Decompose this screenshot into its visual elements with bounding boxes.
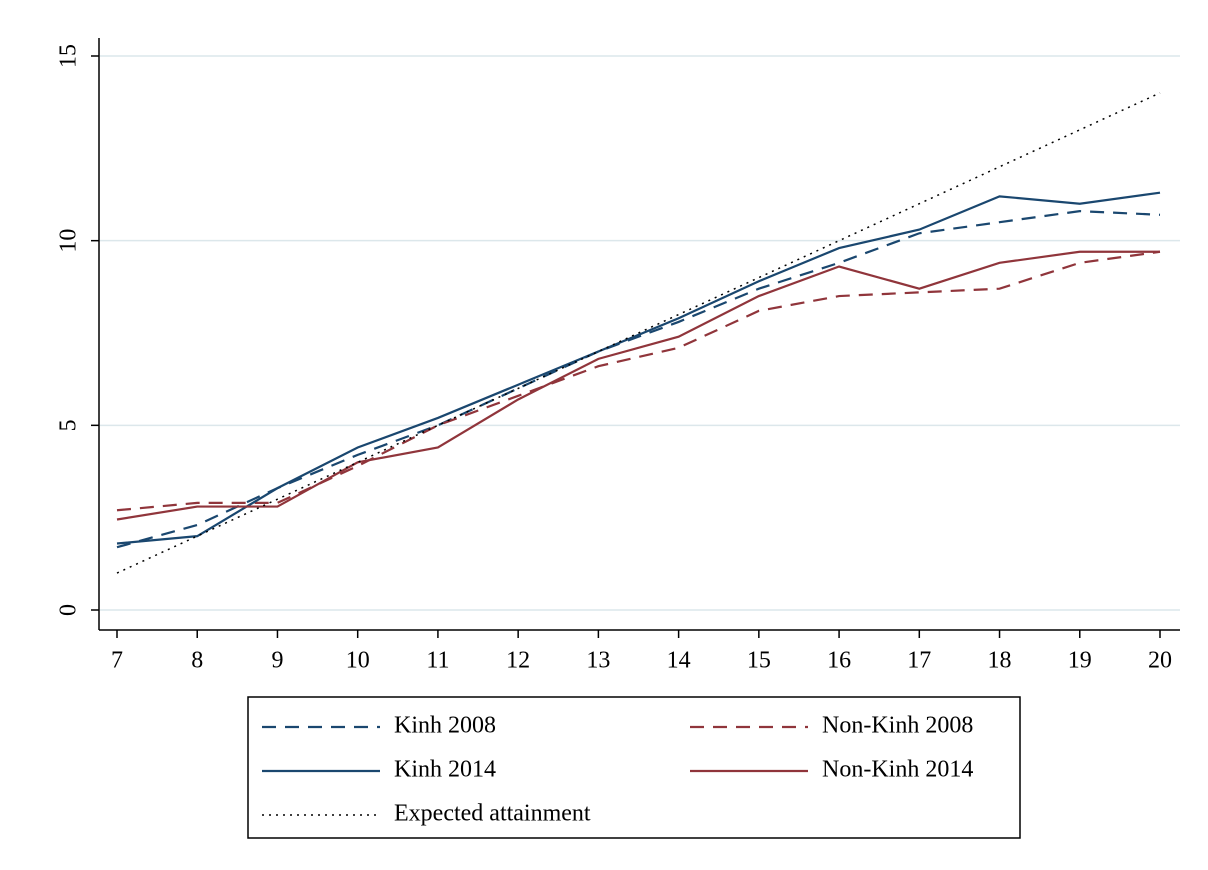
x-tick-label: 13 [586,648,610,674]
legend-label: Expected attainment [394,801,591,827]
series-line [116,92,1161,574]
x-tick-label: 9 [271,648,283,674]
x-tick-label: 16 [827,648,851,674]
x-tick-label: 14 [667,648,691,674]
x-tick-label: 11 [426,648,449,674]
series-line [116,191,1161,545]
y-tick-label: 0 [56,604,82,616]
x-tick-label: 12 [506,648,530,674]
x-tick-label: 17 [907,648,931,674]
series-line [116,250,1160,521]
x-tick-label: 19 [1068,648,1092,674]
legend-label: Non-Kinh 2008 [822,713,973,739]
legend-label: Kinh 2008 [394,713,496,739]
legend-label: Kinh 2014 [394,757,496,783]
x-tick-label: 20 [1148,648,1172,674]
x-tick-label: 15 [747,648,771,674]
y-tick-label: 15 [56,44,82,68]
y-tick-label: 10 [56,229,82,253]
x-tick-label: 18 [988,648,1012,674]
x-tick-label: 7 [111,648,123,674]
x-tick-label: 8 [191,648,203,674]
x-tick-label: 10 [346,648,370,674]
series-line [116,250,1161,512]
legend-label: Non-Kinh 2014 [822,757,973,783]
y-tick-label: 5 [56,419,82,431]
legend-box [247,696,1021,839]
